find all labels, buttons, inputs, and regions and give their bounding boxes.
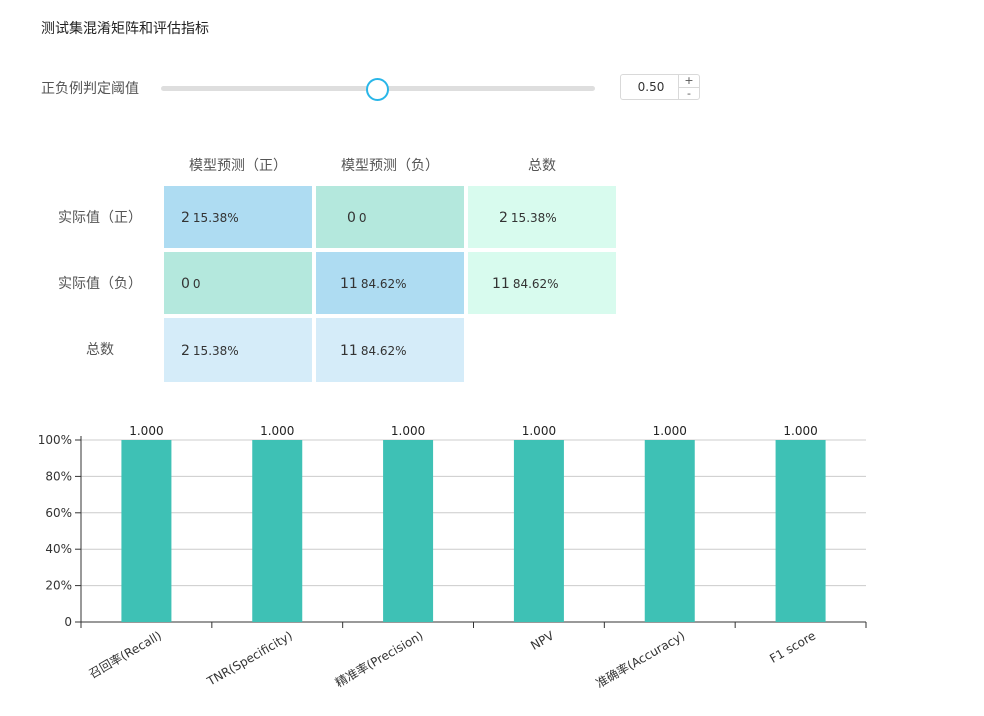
y-tick-label: 0 <box>64 615 72 629</box>
bar-value-label: 1.000 <box>129 424 163 438</box>
cell-count: 2 <box>181 210 190 226</box>
y-tick-label: 100% <box>38 433 72 447</box>
matrix-cell-true-positive: 2 15.38% <box>164 186 312 248</box>
matrix-cell-predicted-positive-total: 2 15.38% <box>164 318 312 382</box>
cell-percent: 15.38% <box>510 211 557 225</box>
x-tick-label: TNR(Specificity) <box>204 628 295 689</box>
matrix-cell-actual-negative-total: 11 84.62% <box>468 252 616 314</box>
y-tick-label: 20% <box>45 579 72 593</box>
threshold-stepper[interactable]: 0.50 + - <box>620 74 700 100</box>
row-header-total: 总数 <box>86 342 114 358</box>
bar <box>644 440 695 622</box>
x-tick-label: 精准率(Precision) <box>332 628 425 690</box>
decrement-button[interactable]: - <box>687 87 691 100</box>
threshold-label: 正负例判定阈值 <box>41 81 139 97</box>
slider-handle[interactable] <box>366 78 389 101</box>
matrix-cell-predicted-negative-total: 11 84.62% <box>316 318 464 382</box>
bar <box>252 440 303 622</box>
bar-value-label: 1.000 <box>522 424 556 438</box>
cell-percent: 15.38% <box>192 211 239 225</box>
page-title: 测试集混淆矩阵和评估指标 <box>41 21 209 37</box>
cell-percent: 84.62% <box>360 277 407 291</box>
cell-percent: 0 <box>358 211 367 225</box>
bar-value-label: 1.000 <box>391 424 425 438</box>
increment-button[interactable]: + <box>679 75 699 88</box>
cell-count: 0 <box>181 276 190 292</box>
threshold-slider[interactable] <box>161 78 595 101</box>
bar-value-label: 1.000 <box>653 424 687 438</box>
cell-count: 2 <box>499 210 508 226</box>
cell-count: 0 <box>347 210 356 226</box>
matrix-cell-actual-positive-total: 2 15.38% <box>468 186 616 248</box>
x-tick-label: 召回率(Recall) <box>86 628 164 682</box>
cell-percent: 84.62% <box>512 277 559 291</box>
y-tick-label: 60% <box>45 506 72 520</box>
stepper-buttons: + - <box>678 75 699 99</box>
y-tick-label: 40% <box>45 542 72 556</box>
col-header-predicted-negative: 模型预测（负） <box>341 158 439 174</box>
cell-percent: 0 <box>192 277 201 291</box>
row-header-actual-negative: 实际值（负） <box>58 276 142 292</box>
bar-value-label: 1.000 <box>260 424 294 438</box>
bar <box>383 440 434 622</box>
y-tick-label: 80% <box>45 469 72 483</box>
matrix-cell-true-negative: 11 84.62% <box>316 252 464 314</box>
x-tick-label: NPV <box>528 628 557 653</box>
cell-count: 11 <box>340 276 358 292</box>
cell-percent: 84.62% <box>360 344 407 358</box>
threshold-value[interactable]: 0.50 <box>637 80 665 94</box>
bar <box>775 440 826 622</box>
x-tick-label: F1 score <box>767 628 818 665</box>
bar <box>513 440 564 622</box>
cell-count: 2 <box>181 343 190 359</box>
row-header-actual-positive: 实际值（正） <box>58 210 142 226</box>
bar <box>121 440 172 622</box>
cell-percent: 15.38% <box>192 344 239 358</box>
x-tick-label: 准确率(Accuracy) <box>593 628 687 691</box>
col-header-predicted-positive: 模型预测（正） <box>189 158 287 174</box>
cell-count: 11 <box>340 343 358 359</box>
bar-value-label: 1.000 <box>783 424 817 438</box>
cell-count: 11 <box>492 276 510 292</box>
col-header-total: 总数 <box>528 158 556 174</box>
